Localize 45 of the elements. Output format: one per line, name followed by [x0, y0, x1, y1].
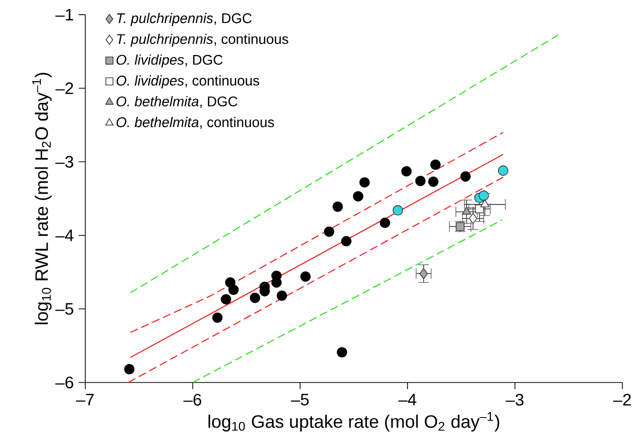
y-tick-label: –6 [55, 376, 74, 388]
point [352, 190, 364, 202]
y-tick-label: –5 [55, 302, 74, 315]
y-tick-label: –1 [55, 8, 74, 20]
point [212, 312, 223, 323]
y-axis-title: log$_{10}$ RWL rate (mol H$_{2}$O day$^{–1}$) [32, 72, 52, 324]
point [341, 236, 352, 246]
point [419, 268, 428, 279]
point [468, 212, 478, 224]
legend-label: O. bethelmita, DGC [116, 96, 238, 108]
point [124, 364, 135, 374]
legend-label: O. lividipes, DGC [116, 54, 223, 68]
y-tick-label: –2 [55, 82, 74, 94]
x-tick-label: –3 [506, 394, 524, 406]
point [250, 292, 260, 303]
point [336, 346, 348, 358]
point [300, 271, 311, 282]
x-tick-label: –7 [76, 394, 94, 406]
point [428, 176, 439, 187]
x-axis-title: log$_{10}$ Gas uptake rate (mol O$_{2}$ day$^{–1}$) [208, 412, 500, 432]
point [392, 204, 404, 216]
point [478, 190, 489, 201]
legend-label: O. lividipes, continuous [116, 75, 260, 88]
legend-label: O. bethelmita, continuous [116, 116, 274, 129]
point [324, 226, 334, 237]
point [380, 217, 390, 228]
x-tick-label: –5 [290, 394, 309, 406]
point [430, 159, 441, 170]
point [359, 176, 370, 188]
point [332, 201, 343, 212]
point [228, 284, 239, 295]
x-tick-label: –4 [398, 394, 416, 406]
legend-label: T. pulchripennis, continuous [117, 33, 288, 47]
point [276, 290, 288, 301]
point [462, 206, 472, 214]
point [415, 176, 426, 186]
point [498, 165, 508, 176]
y-tick-label: –3 [55, 156, 74, 168]
x-tick-label: –2 [613, 394, 631, 406]
legend-label: T. pulchripennis, DGC [117, 12, 252, 26]
point [401, 166, 412, 176]
x-tick-label: –6 [183, 394, 202, 406]
point [220, 294, 232, 304]
y-tick-label: –4 [55, 229, 74, 241]
point [460, 171, 471, 182]
